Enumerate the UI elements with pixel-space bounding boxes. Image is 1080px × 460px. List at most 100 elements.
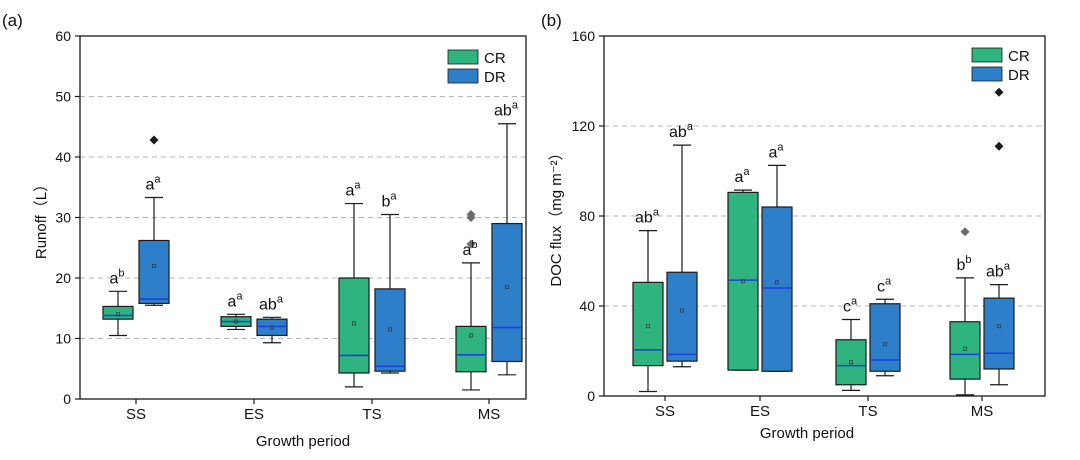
y-tick-label: 80 — [579, 208, 595, 224]
box-body — [983, 297, 1015, 370]
outlier-point — [994, 141, 1004, 151]
y-tick-label: 10 — [55, 331, 71, 347]
mean-marker — [116, 312, 120, 317]
box-cr-ms: ab — [455, 209, 487, 391]
box-dr-es: aba — [256, 293, 288, 344]
box-body — [455, 325, 487, 373]
mean-marker — [997, 324, 1001, 329]
significance-label: ab — [109, 267, 124, 287]
x-tick-label: SS — [655, 403, 675, 420]
mean-marker — [352, 321, 356, 326]
outlier-point — [149, 135, 159, 145]
outlier-point — [466, 209, 476, 219]
mean-marker — [388, 327, 392, 332]
box-dr-ts: ca — [869, 275, 901, 377]
mean-marker — [680, 308, 684, 313]
mean-marker — [152, 263, 156, 268]
box-cr-ss: ab — [102, 267, 134, 337]
panel-label: (b) — [541, 11, 562, 30]
y-tick-label: 160 — [572, 28, 596, 44]
y-tick-label: 0 — [63, 391, 71, 407]
outlier-point — [466, 239, 476, 249]
x-axis: SS ES TS MS — [126, 399, 500, 423]
box-dr-ss: aba — [666, 121, 698, 368]
x-tick-label: TS — [858, 403, 877, 420]
mean-marker — [270, 325, 274, 330]
significance-label: aa — [734, 166, 750, 186]
legend-label-cr: CR — [1008, 48, 1030, 65]
y-tick-label: 40 — [579, 298, 595, 314]
x-tick-label: SS — [126, 406, 146, 423]
box-body — [338, 277, 370, 374]
mean-marker — [646, 324, 650, 329]
significance-label: aba — [259, 293, 284, 313]
significance-label: ca — [877, 275, 892, 295]
y-axis: 0 40 80 120 160 — [572, 28, 604, 404]
box-body — [632, 281, 664, 367]
mean-marker — [775, 280, 779, 285]
legend-label-cr: CR — [484, 50, 506, 67]
significance-label: aa — [227, 290, 243, 310]
box-cr-ts: ca — [835, 296, 867, 391]
x-tick-label: MS — [971, 403, 994, 420]
significance-label: ba — [381, 190, 397, 210]
mean-marker — [741, 279, 745, 284]
box-cr-ms: bb — [949, 227, 981, 396]
significance-label: aba — [494, 100, 519, 120]
x-tick-label: TS — [362, 406, 381, 423]
box-body — [869, 303, 901, 372]
box-body — [491, 222, 523, 363]
x-tick-label: ES — [244, 406, 264, 423]
y-tick-label: 40 — [55, 149, 71, 165]
box-body — [835, 339, 867, 386]
legend-swatch-dr — [447, 68, 479, 84]
box-cr-ts: aa — [338, 180, 370, 388]
panel-label: (a) — [2, 11, 23, 30]
significance-label: aa — [768, 141, 784, 161]
box-dr-ts: ba — [374, 190, 406, 374]
y-axis-label: DOC flux（mg m⁻²） — [548, 145, 565, 286]
y-axis: 0 10 20 30 40 50 60 — [55, 28, 80, 407]
box-body — [374, 288, 406, 372]
x-tick-label: ES — [750, 403, 770, 420]
legend: CR DR — [971, 47, 1030, 84]
box-body — [666, 271, 698, 362]
y-tick-label: 20 — [55, 270, 71, 286]
y-tick-label: 30 — [55, 210, 71, 226]
legend-swatch-dr — [971, 66, 1003, 82]
legend-swatch-cr — [447, 49, 479, 65]
mean-marker — [883, 342, 887, 347]
mean-marker — [849, 360, 853, 365]
significance-label: aa — [145, 174, 161, 194]
box-dr-ss: aa — [138, 135, 170, 306]
x-axis-label: Growth period — [256, 433, 350, 450]
mean-marker — [469, 333, 473, 338]
y-tick-label: 120 — [572, 118, 596, 134]
x-tick-label: MS — [478, 406, 501, 423]
y-axis-label: Runoff（L） — [33, 177, 50, 259]
y-tick-label: 0 — [587, 388, 595, 404]
mean-marker — [234, 319, 238, 324]
significance-label: ca — [843, 296, 858, 316]
box-cr-es: aa — [727, 166, 759, 371]
legend-swatch-cr — [971, 47, 1003, 63]
y-tick-label: 60 — [55, 28, 71, 44]
significance-label: aba — [669, 121, 694, 141]
significance-label: aba — [635, 207, 660, 227]
significance-label: aba — [986, 261, 1011, 281]
box-cr-es: aa — [220, 290, 252, 331]
legend-label-dr: DR — [1008, 67, 1030, 84]
box-dr-ms: aba — [983, 87, 1015, 386]
mean-marker — [505, 285, 509, 290]
box-dr-ms: aba — [491, 100, 523, 376]
significance-label: aa — [345, 180, 361, 200]
x-axis: SS ES TS MS — [655, 396, 993, 420]
y-tick-label: 50 — [55, 89, 71, 105]
outlier-point — [960, 227, 970, 237]
box-body — [727, 191, 759, 371]
significance-label: bb — [956, 254, 971, 274]
